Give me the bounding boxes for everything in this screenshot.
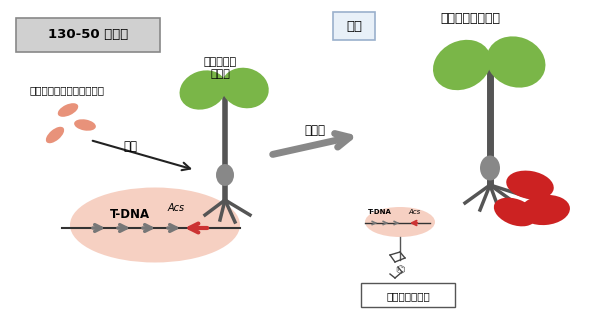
Ellipse shape: [506, 171, 554, 199]
Ellipse shape: [58, 103, 78, 117]
Text: 現代: 現代: [346, 20, 362, 32]
Text: T-DNA: T-DNA: [368, 209, 392, 215]
Text: 感染: 感染: [123, 140, 137, 153]
FancyBboxPatch shape: [361, 283, 455, 307]
Ellipse shape: [487, 36, 545, 88]
Text: 祖先種: 祖先種: [210, 69, 230, 79]
FancyBboxPatch shape: [16, 18, 160, 52]
Text: T-DNA: T-DNA: [110, 209, 150, 221]
Text: Acs: Acs: [167, 203, 185, 213]
Ellipse shape: [70, 187, 240, 262]
Ellipse shape: [216, 164, 234, 186]
Ellipse shape: [480, 156, 500, 180]
Ellipse shape: [365, 207, 435, 237]
Ellipse shape: [494, 198, 536, 226]
Text: 130-50 万年前: 130-50 万年前: [48, 28, 128, 42]
Text: 栽培化: 栽培化: [305, 123, 325, 136]
Ellipse shape: [74, 119, 96, 131]
Ellipse shape: [221, 68, 269, 108]
Ellipse shape: [520, 195, 570, 225]
FancyBboxPatch shape: [333, 12, 375, 40]
Text: ⌬: ⌬: [395, 265, 405, 275]
Text: アグロシノビン: アグロシノビン: [386, 291, 430, 301]
Ellipse shape: [433, 40, 491, 90]
Ellipse shape: [46, 127, 64, 143]
Text: サツマイモ栽培種: サツマイモ栽培種: [440, 12, 500, 25]
Ellipse shape: [179, 70, 226, 110]
Text: サツマイモ: サツマイモ: [203, 57, 236, 67]
Text: Acs: Acs: [408, 209, 420, 215]
Text: 病原性アグロバクテリウム: 病原性アグロバクテリウム: [30, 85, 105, 95]
